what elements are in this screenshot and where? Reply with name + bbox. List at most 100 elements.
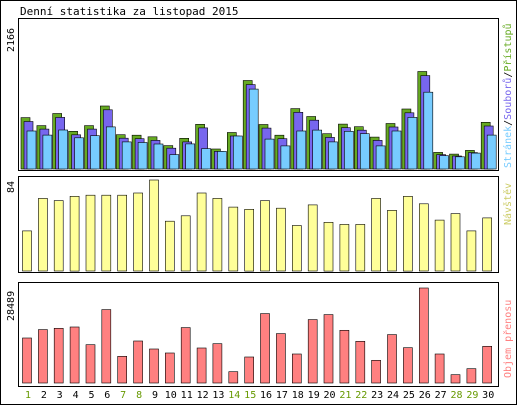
- transfer-bar-day-5: [85, 344, 96, 384]
- visits-bar-day-25: [403, 196, 413, 272]
- transfer-bar-day-12: [196, 347, 207, 384]
- visits-bar-day-29: [466, 230, 477, 272]
- transfer-bar-day-24: [387, 334, 397, 384]
- visits-bar-day-15: [244, 209, 254, 272]
- transfer-bar-day-6: [101, 309, 112, 384]
- day-label-21: 21: [339, 390, 351, 401]
- visits-bar-day-10: [165, 220, 175, 272]
- transfer-bar-day-20: [323, 314, 334, 384]
- day-label-24: 24: [387, 390, 399, 401]
- transfer-bar-day-27: [434, 353, 445, 384]
- day-label-9: 9: [152, 390, 158, 401]
- pages-bar-day-17: [280, 145, 291, 170]
- visits-bar-day-18: [291, 225, 302, 272]
- legend-visits: Návštěv: [502, 183, 514, 225]
- transfer-bar-day-21: [339, 329, 350, 384]
- day-label-3: 3: [57, 390, 63, 401]
- visits-bar-day-17: [276, 207, 286, 272]
- transfer-bar-day-3: [53, 327, 64, 384]
- legend-sep-2: /: [503, 72, 514, 78]
- pages-bar-day-23: [375, 145, 386, 170]
- day-label-7: 7: [120, 390, 126, 401]
- visits-bar-day-30: [482, 217, 493, 272]
- legend-pages: Stránek: [502, 126, 514, 168]
- transfer-bars: [22, 287, 493, 384]
- pages-bar-day-16: [264, 138, 275, 170]
- pages-bar-day-24: [391, 130, 402, 170]
- transfer-bar-day-30: [482, 345, 493, 384]
- visits-bar-day-27: [434, 219, 445, 272]
- day-label-2: 2: [41, 390, 47, 401]
- visits-bars: [22, 179, 493, 272]
- transfer-bar-day-9: [149, 348, 159, 384]
- visits-bar-day-16: [260, 200, 270, 272]
- transfer-bar-day-16: [260, 313, 270, 384]
- panel-transfer-frame: [18, 282, 499, 387]
- transfer-bar-day-19: [307, 319, 318, 384]
- visits-bar-day-11: [180, 215, 191, 272]
- visits-bar-day-21: [339, 224, 350, 272]
- day-label-11: 11: [181, 390, 193, 401]
- transfer-bar-day-14: [228, 371, 239, 384]
- pages-bar-day-25: [407, 117, 418, 170]
- transfer-bar-day-7: [117, 355, 127, 384]
- visits-bar-day-8: [133, 192, 143, 272]
- pages-bar-day-5: [90, 135, 100, 170]
- pages-bar-day-3: [58, 129, 69, 170]
- day-label-29: 29: [466, 390, 478, 401]
- pages-bar-day-22: [359, 133, 370, 170]
- transfer-bar-day-13: [212, 343, 223, 384]
- day-label-26: 26: [419, 390, 431, 401]
- legend-files: Souborů: [502, 78, 514, 120]
- visits-bar-day-5: [85, 194, 96, 272]
- max-label-visits: 84: [6, 181, 17, 193]
- max-label-hits: 2166: [6, 28, 17, 52]
- transfer-bar-day-25: [403, 347, 413, 384]
- legend-transfer: Objem přenosu: [502, 300, 514, 378]
- day-label-14: 14: [228, 390, 240, 401]
- pages-bar-day-21: [344, 131, 354, 170]
- day-label-4: 4: [73, 390, 79, 401]
- legend-sep-1: /: [503, 120, 514, 126]
- visits-bar-day-13: [212, 198, 223, 272]
- day-label-28: 28: [450, 390, 462, 401]
- pages-bar-day-15: [248, 88, 259, 170]
- visits-bar-day-4: [69, 196, 80, 272]
- pages-bar-day-4: [74, 137, 84, 170]
- day-label-23: 23: [371, 390, 383, 401]
- day-label-30: 30: [482, 390, 494, 401]
- visits-bar-day-1: [22, 230, 32, 272]
- day-label-8: 8: [136, 390, 142, 401]
- visits-bar-day-12: [196, 192, 207, 272]
- transfer-bar-day-11: [180, 327, 191, 384]
- pages-bar-day-20: [328, 141, 338, 170]
- pages-bar-day-9: [153, 143, 164, 170]
- day-label-1: 1: [25, 390, 31, 401]
- pages-bar-day-13: [217, 151, 227, 170]
- transfer-bar-day-29: [466, 368, 477, 384]
- transfer-bar-day-28: [450, 374, 461, 384]
- pages-bar-day-11: [185, 143, 195, 170]
- day-label-17: 17: [276, 390, 288, 401]
- pages-bar-day-26: [423, 91, 434, 170]
- visits-bar-day-20: [323, 222, 334, 272]
- visits-bar-day-6: [101, 194, 112, 272]
- day-labels: 1 2 3 4 5 6 7 8 9 10 11 12 13 14 15 16 17 18 19 20 21 22 23 24 2…: [25, 390, 494, 401]
- transfer-bar-day-26: [418, 287, 429, 384]
- transfer-bar-day-17: [276, 333, 286, 384]
- legend-hits-label: Přístupů: [502, 23, 514, 71]
- day-label-5: 5: [88, 390, 94, 401]
- pages-bar-day-18: [296, 130, 307, 170]
- visits-bar-day-26: [418, 203, 429, 272]
- day-label-18: 18: [292, 390, 304, 401]
- visits-bar-day-3: [53, 200, 64, 272]
- day-label-22: 22: [355, 390, 367, 401]
- transfer-bar-day-4: [69, 326, 80, 384]
- day-label-19: 19: [308, 390, 320, 401]
- pages-bar-day-14: [233, 135, 243, 170]
- day-label-15: 15: [244, 390, 256, 401]
- day-label-20: 20: [323, 390, 335, 401]
- pages-bar-day-10: [169, 154, 180, 170]
- visits-bar-day-24: [387, 210, 397, 272]
